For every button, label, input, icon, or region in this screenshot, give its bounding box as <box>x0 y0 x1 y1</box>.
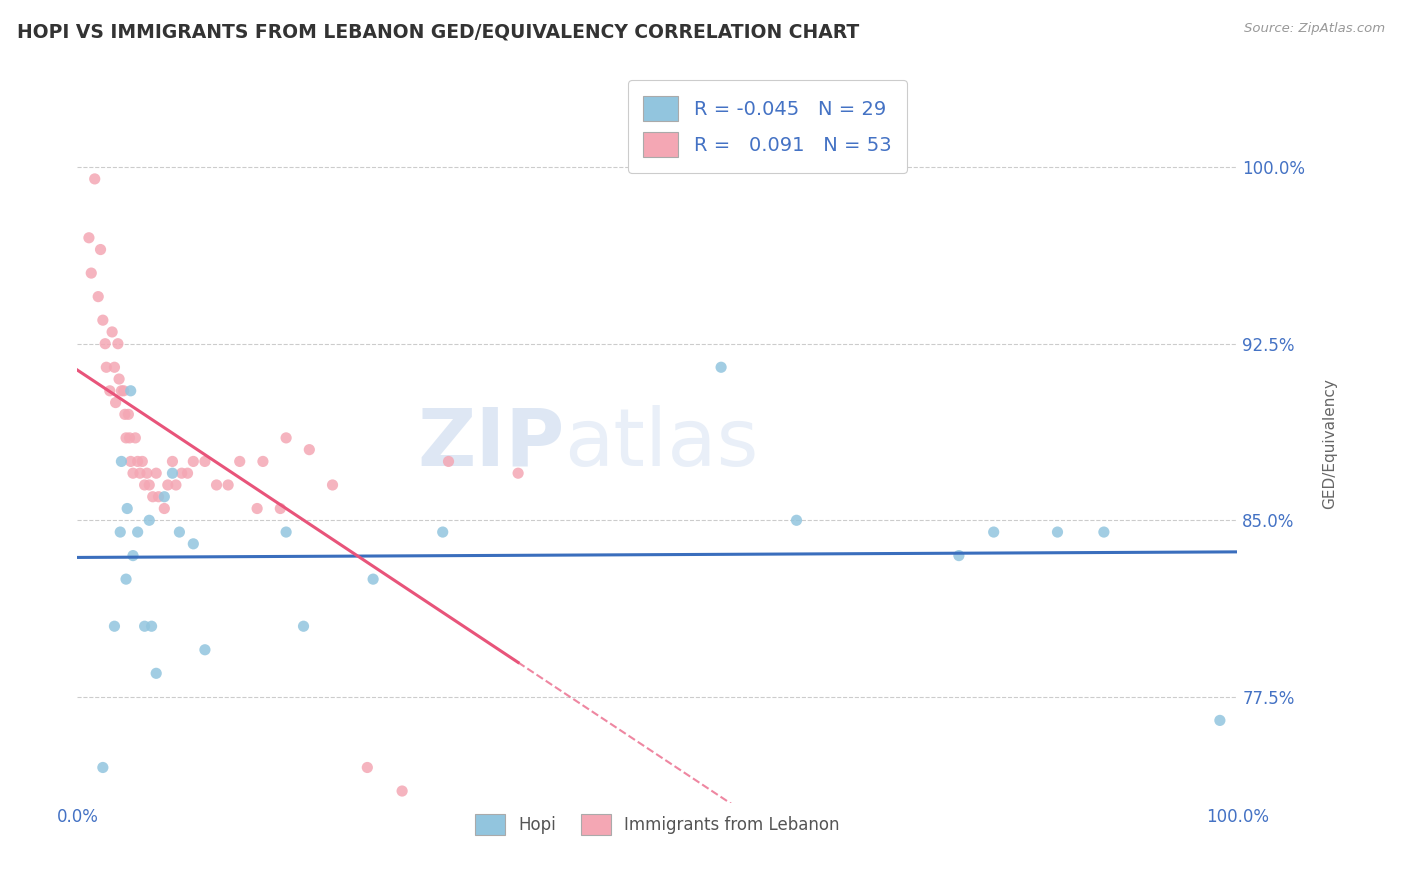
Point <box>321 478 344 492</box>
Point <box>145 466 167 480</box>
Point <box>83 172 105 186</box>
Y-axis label: GED/Equivalency: GED/Equivalency <box>1322 378 1337 509</box>
Point <box>269 501 291 516</box>
Point <box>122 549 145 563</box>
Point <box>110 384 132 398</box>
Point <box>131 454 153 468</box>
Point <box>80 266 103 280</box>
Text: HOPI VS IMMIGRANTS FROM LEBANON GED/EQUIVALENCY CORRELATION CHART: HOPI VS IMMIGRANTS FROM LEBANON GED/EQUI… <box>17 22 859 41</box>
Point <box>115 501 138 516</box>
Point <box>112 384 135 398</box>
Point <box>107 336 129 351</box>
Point <box>103 360 125 375</box>
Point <box>124 431 146 445</box>
Text: Source: ZipAtlas.com: Source: ZipAtlas.com <box>1244 22 1385 36</box>
Point <box>246 501 269 516</box>
Point <box>135 466 157 480</box>
Point <box>183 537 205 551</box>
Point <box>983 524 1005 539</box>
Point <box>165 478 187 492</box>
Point <box>115 431 138 445</box>
Point <box>98 384 121 398</box>
Point <box>162 466 184 480</box>
Point <box>1209 714 1232 728</box>
Point <box>292 619 315 633</box>
Point <box>87 290 110 304</box>
Point <box>506 466 529 480</box>
Point <box>77 231 100 245</box>
Point <box>710 360 733 375</box>
Legend: Hopi, Immigrants from Lebanon: Hopi, Immigrants from Lebanon <box>461 800 853 848</box>
Point <box>170 466 193 480</box>
Point <box>103 619 125 633</box>
Point <box>115 572 138 586</box>
Point <box>138 513 160 527</box>
Point <box>148 490 170 504</box>
Point <box>145 666 167 681</box>
Point <box>228 454 252 468</box>
Point <box>122 466 145 480</box>
Point <box>110 454 132 468</box>
Point <box>252 454 274 468</box>
Point <box>129 466 152 480</box>
Text: atlas: atlas <box>565 405 759 483</box>
Text: ZIP: ZIP <box>418 405 565 483</box>
Point <box>274 431 298 445</box>
Point <box>391 784 413 798</box>
Point <box>91 313 114 327</box>
Point <box>217 478 239 492</box>
Point <box>156 478 179 492</box>
Point <box>117 408 139 422</box>
Point <box>948 549 970 563</box>
Point <box>194 454 217 468</box>
Point <box>94 336 117 351</box>
Point <box>90 243 111 257</box>
Point <box>101 325 124 339</box>
Point <box>91 760 114 774</box>
Point <box>96 360 118 375</box>
Point <box>141 619 163 633</box>
Point <box>169 524 191 539</box>
Point <box>432 524 454 539</box>
Point <box>437 454 460 468</box>
Point <box>205 478 228 492</box>
Point <box>1046 524 1069 539</box>
Point <box>118 431 141 445</box>
Point <box>194 642 217 657</box>
Point <box>361 572 384 586</box>
Point <box>138 478 160 492</box>
Point <box>298 442 321 457</box>
Point <box>1092 524 1115 539</box>
Point <box>108 372 131 386</box>
Point <box>127 454 149 468</box>
Point <box>120 384 142 398</box>
Point <box>162 454 184 468</box>
Point <box>176 466 198 480</box>
Point <box>134 478 156 492</box>
Point <box>142 490 165 504</box>
Point <box>356 760 378 774</box>
Point <box>114 408 136 422</box>
Point <box>127 524 149 539</box>
Point <box>153 490 176 504</box>
Point <box>110 524 132 539</box>
Point <box>104 395 127 409</box>
Point <box>274 524 298 539</box>
Point <box>120 454 142 468</box>
Point <box>134 619 156 633</box>
Point <box>153 501 176 516</box>
Point <box>785 513 807 527</box>
Point <box>183 454 205 468</box>
